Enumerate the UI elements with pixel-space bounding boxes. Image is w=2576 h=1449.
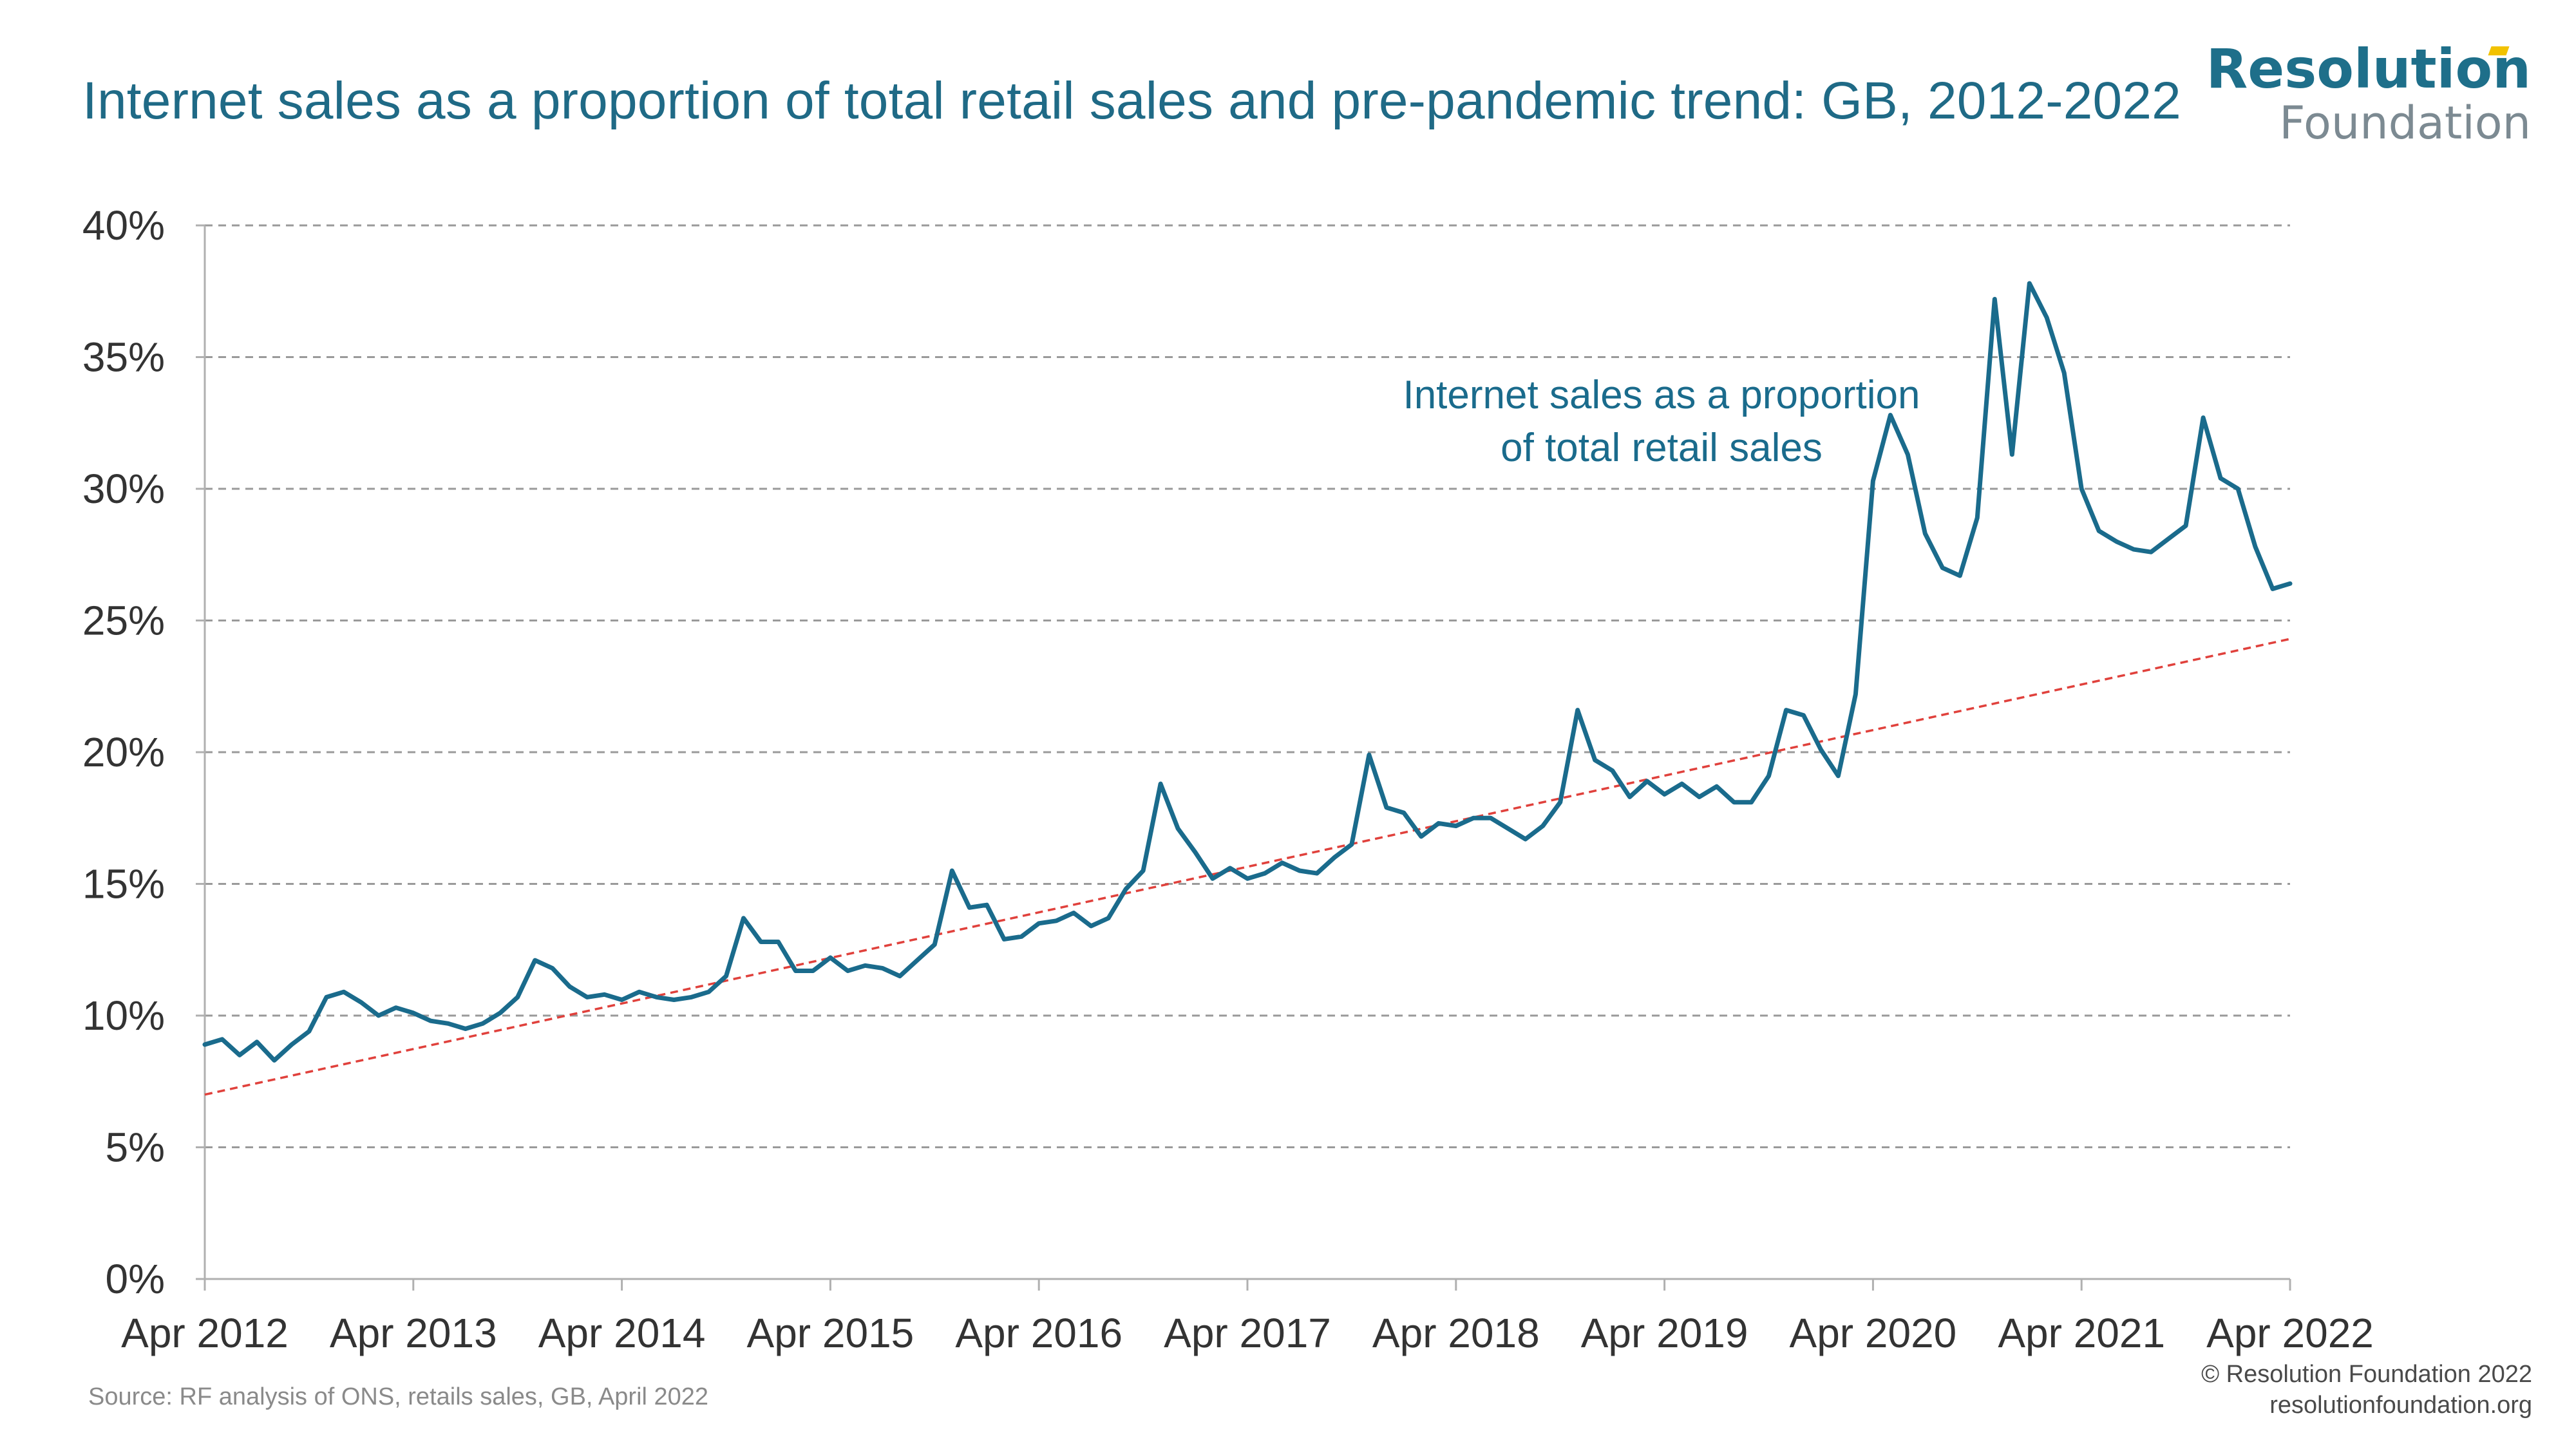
x-tick-label: Apr 2018 xyxy=(1372,1310,1540,1356)
x-tick-label: Apr 2019 xyxy=(1581,1310,1748,1356)
internet-sales-series xyxy=(202,281,2293,1063)
x-tick-label: Apr 2016 xyxy=(955,1310,1122,1356)
y-tick-label: 20% xyxy=(82,729,165,775)
credit-block: © Resolution Foundation 2022 resolutionf… xyxy=(2201,1359,2532,1421)
credit-copyright: © Resolution Foundation 2022 xyxy=(2201,1361,2532,1388)
trend-series xyxy=(204,638,2291,1096)
y-tick-label: 30% xyxy=(82,466,165,512)
credit-website: resolutionfoundation.org xyxy=(2269,1392,2532,1419)
x-tick-label: Apr 2015 xyxy=(747,1310,914,1356)
logo-wordmark-primary: Resolution xyxy=(2206,37,2531,100)
y-tick-label: 10% xyxy=(82,992,165,1039)
resolution-foundation-logo: Resolution Foundation xyxy=(2206,40,2531,148)
axes xyxy=(196,224,2291,1291)
x-tick-label: Apr 2022 xyxy=(2206,1310,2374,1356)
series-annotation-line2: of total retail sales xyxy=(1501,426,1823,470)
y-tick-label: 25% xyxy=(82,598,165,644)
y-tick-label: 0% xyxy=(106,1256,166,1302)
x-tick-label: Apr 2020 xyxy=(1790,1310,1957,1356)
x-tick-label: Apr 2013 xyxy=(330,1310,497,1356)
internet-sales-line xyxy=(202,281,2293,1063)
x-tick-label: Apr 2012 xyxy=(121,1310,289,1356)
y-tick-label: 40% xyxy=(82,202,165,249)
x-tick-label: Apr 2021 xyxy=(1998,1310,2165,1356)
gridlines xyxy=(205,224,2290,1148)
x-tick-label: Apr 2017 xyxy=(1164,1310,1331,1356)
y-tick-label: 5% xyxy=(106,1124,166,1171)
chart-title: Internet sales as a proportion of total … xyxy=(82,71,2181,130)
logo-wordmark-secondary: Foundation xyxy=(2279,97,2531,149)
series-annotation-line1: Internet sales as a proportion xyxy=(1403,373,1920,417)
source-note: Source: RF analysis of ONS, retails sale… xyxy=(88,1383,709,1410)
x-tick-label: Apr 2014 xyxy=(538,1310,706,1356)
y-tick-label: 15% xyxy=(82,861,165,907)
pre-pandemic-trend-line xyxy=(204,638,2291,1096)
tick-labels: 0% 5% 10% 15% 20% 25% 30% 35% 40% Apr 2012 Apr 201… xyxy=(82,202,2374,1356)
y-tick-label: 35% xyxy=(82,334,165,381)
